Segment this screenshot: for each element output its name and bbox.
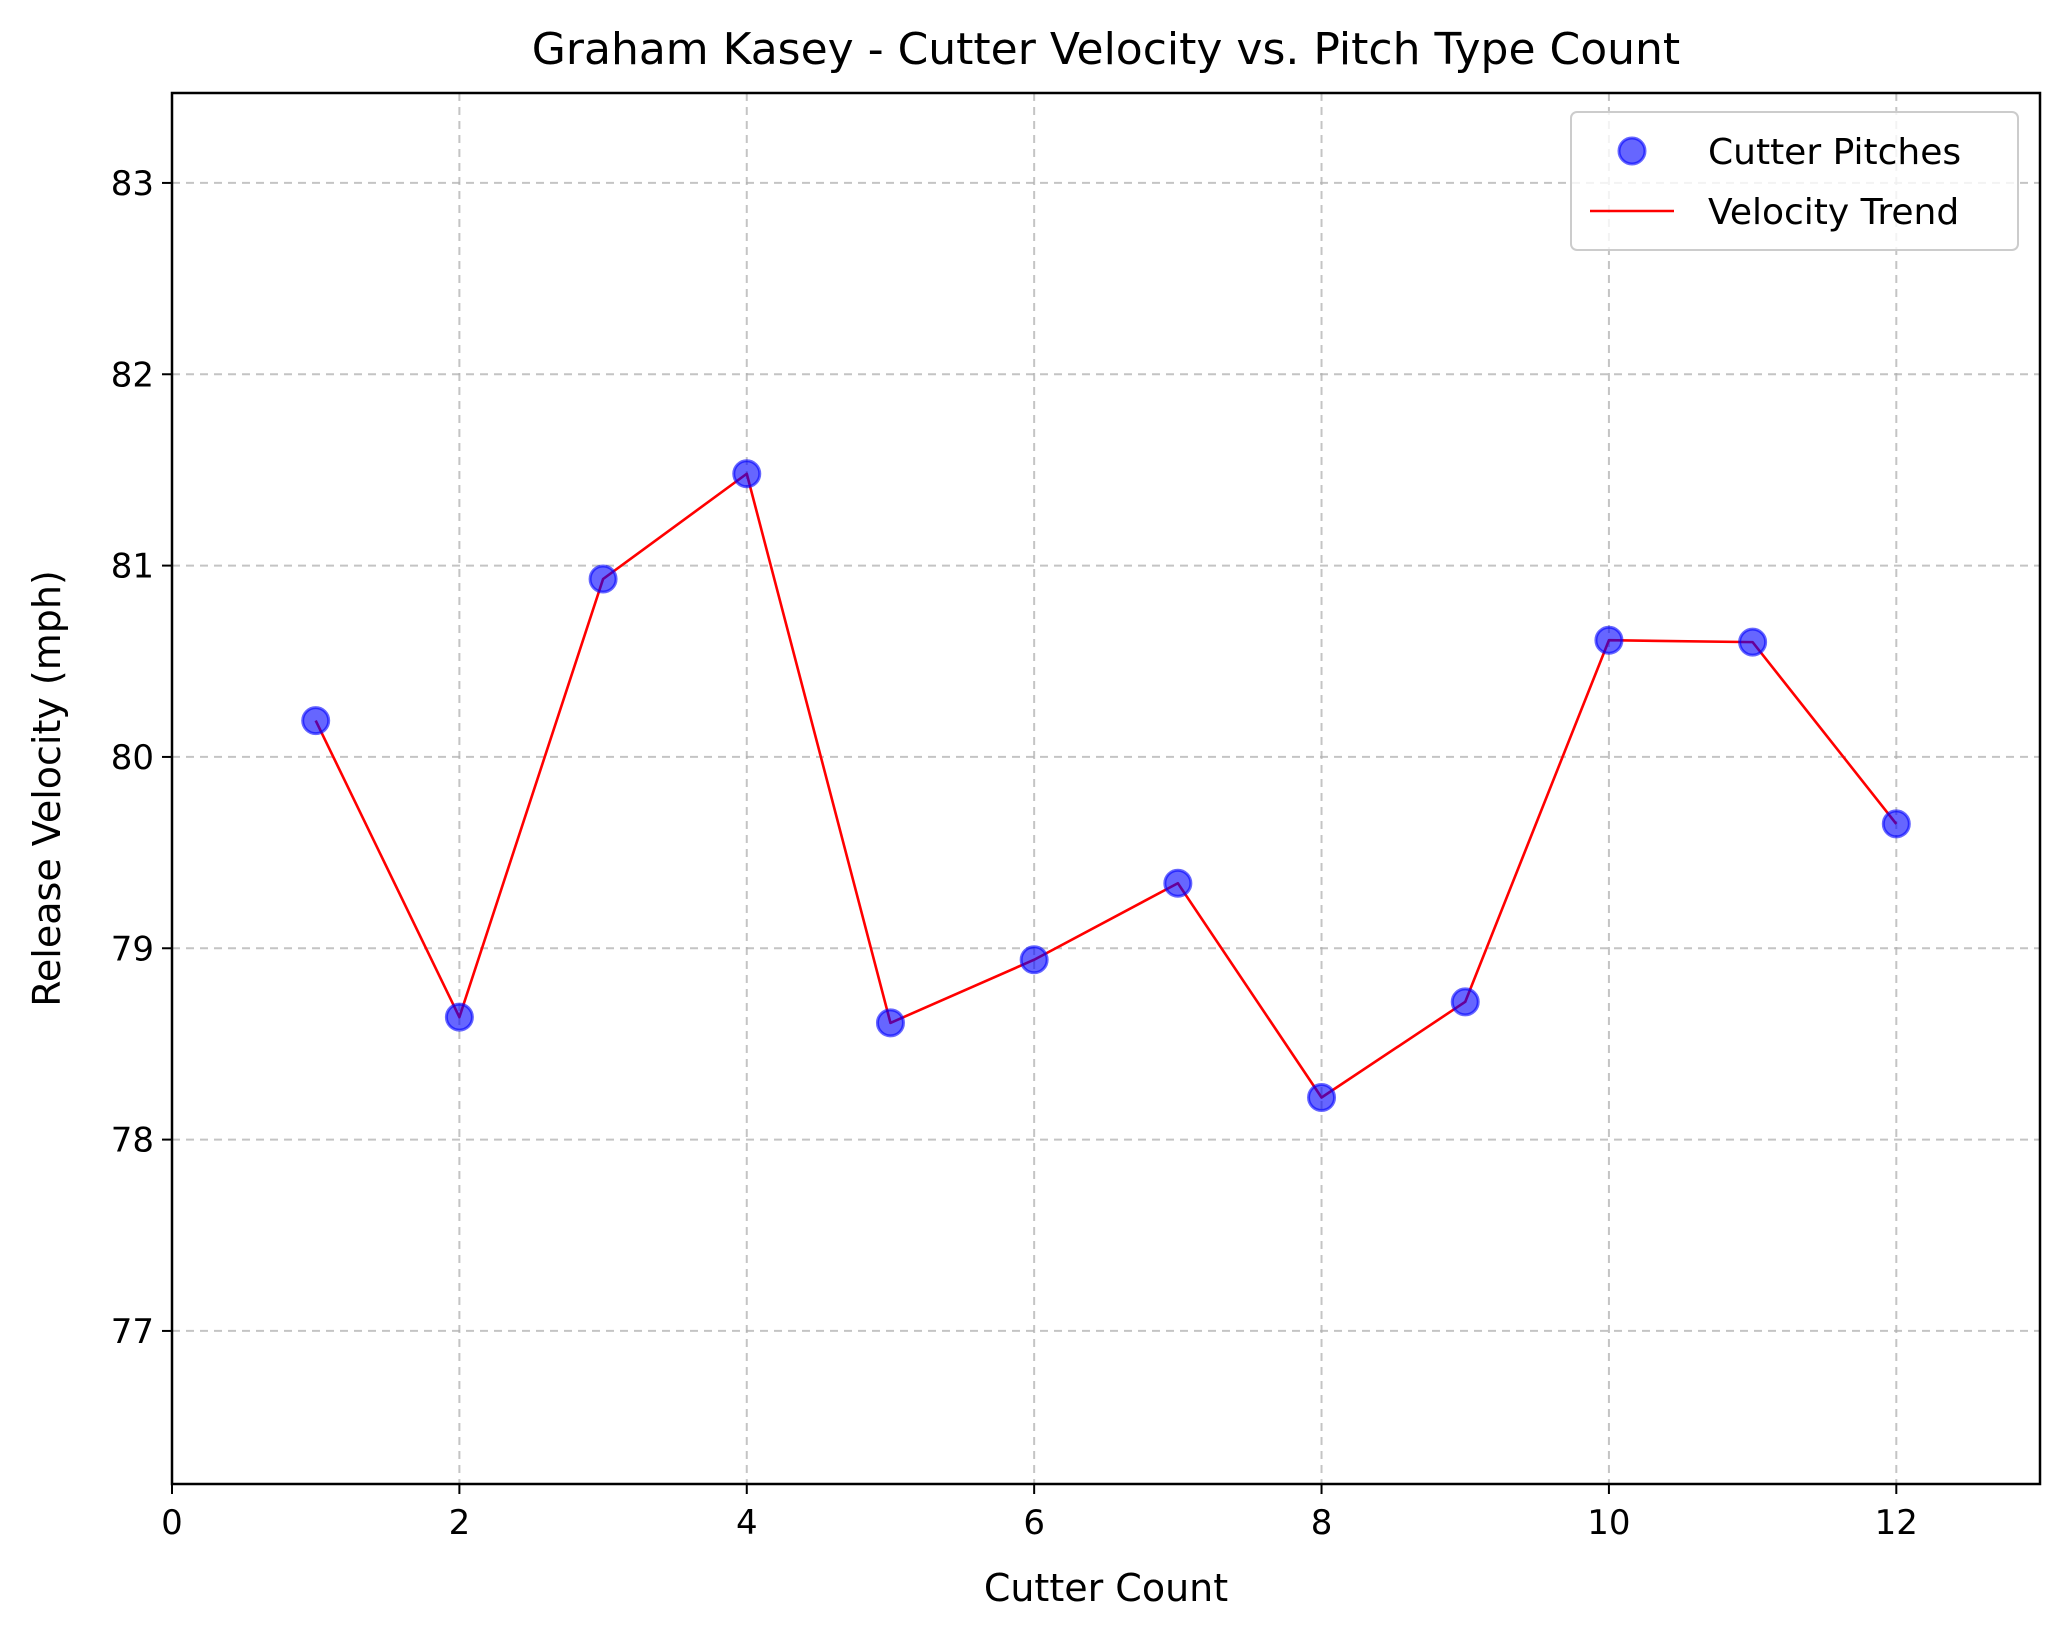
chart-title: Graham Kasey - Cutter Velocity vs. Pitch…	[532, 24, 1680, 75]
x-tick-label: 12	[1875, 1503, 1918, 1543]
x-tick-label: 4	[736, 1503, 758, 1543]
x-tick-label: 0	[161, 1503, 183, 1543]
y-tick-label: 81	[111, 547, 154, 587]
grid	[171, 93, 2040, 1484]
legend: Cutter Pitches Velocity Trend	[1570, 111, 2019, 251]
x-tick-label: 6	[1023, 1503, 1045, 1543]
cutter-pitch-point	[588, 564, 618, 594]
legend-scatter-marker	[1617, 136, 1647, 166]
velocity-trend-line	[314, 472, 1898, 1099]
y-axis-label: Release Velocity (mph)	[25, 570, 69, 1007]
axis-ticks: 0 2 4 6 8 10 12 77 78 79 80 81 82 83	[111, 164, 1918, 1543]
trend-line-layer	[314, 472, 1898, 1099]
cutter-pitch-point	[444, 1002, 474, 1032]
y-tick-label: 79	[111, 929, 154, 969]
y-tick-label: 80	[111, 738, 154, 778]
legend-label-velocity-trend: Velocity Trend	[1708, 192, 1959, 233]
y-tick-label: 77	[111, 1312, 154, 1352]
x-axis-label: Cutter Count	[984, 1566, 1228, 1610]
cutter-pitch-point	[301, 706, 331, 736]
scatter-points	[301, 459, 1911, 1113]
cutter-pitch-point	[1163, 868, 1193, 898]
legend-box	[1570, 111, 2019, 251]
plot-frame	[170, 91, 2042, 1486]
cutter-pitch-point	[1881, 809, 1911, 839]
cutter-pitch-point	[1019, 945, 1049, 975]
cutter-pitch-point	[732, 459, 762, 489]
cutter-pitch-point	[1738, 627, 1768, 657]
x-tick-label: 2	[449, 1503, 471, 1543]
y-tick-label: 82	[111, 355, 154, 395]
x-tick-label: 10	[1587, 1503, 1630, 1543]
cutter-pitch-point	[875, 1008, 905, 1038]
y-tick-label: 83	[111, 164, 154, 204]
cutter-pitch-point	[1594, 625, 1624, 655]
y-tick-label: 78	[111, 1121, 154, 1161]
x-tick-label: 8	[1311, 1503, 1333, 1543]
cutter-pitch-point	[1307, 1083, 1337, 1113]
cutter-pitch-point	[1450, 987, 1480, 1017]
legend-label-cutter-pitches: Cutter Pitches	[1708, 132, 1961, 173]
